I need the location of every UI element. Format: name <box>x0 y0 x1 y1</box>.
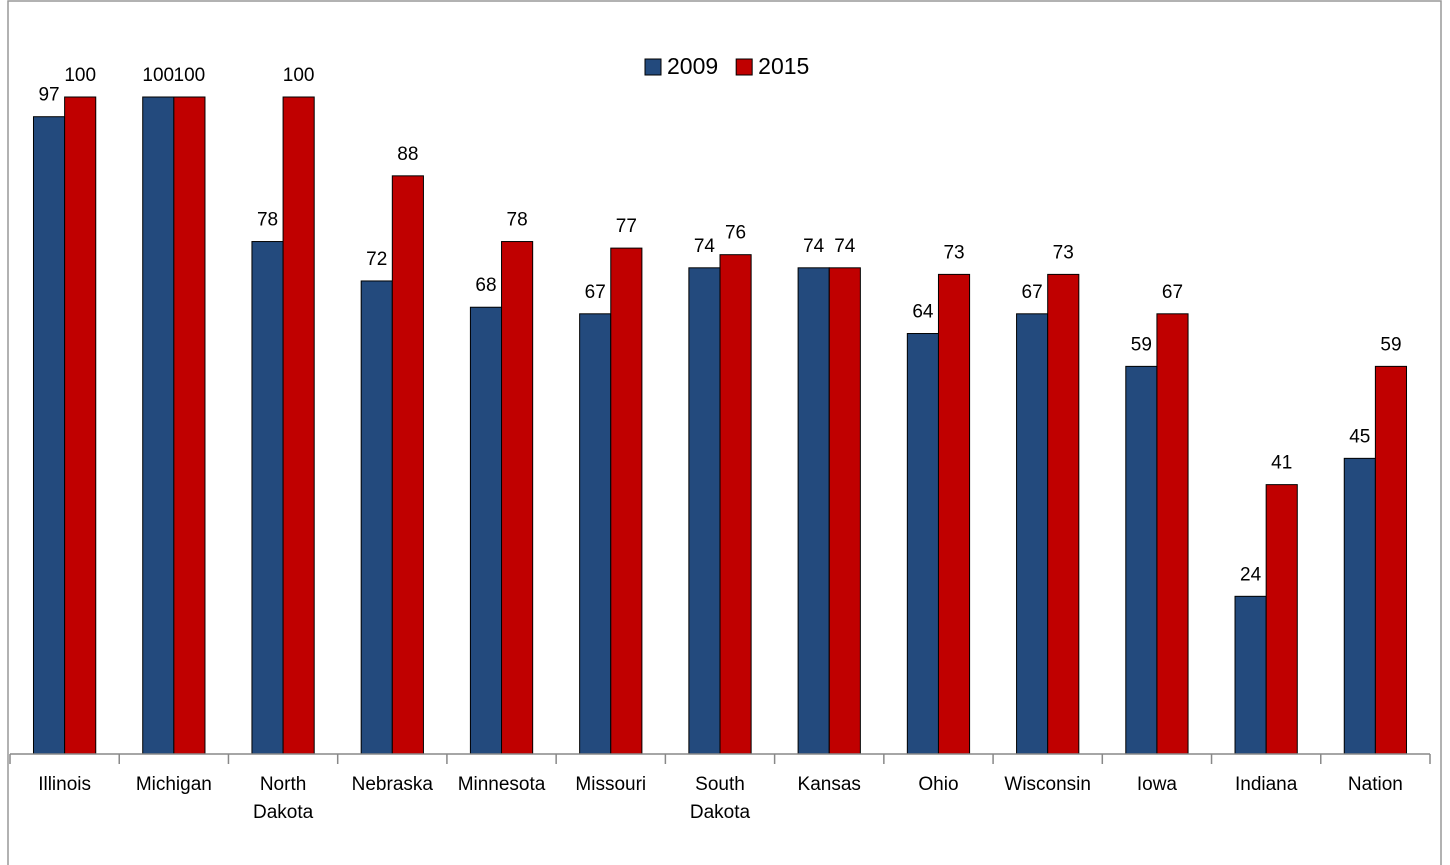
bar <box>1234 595 1267 755</box>
bar <box>1374 365 1408 755</box>
data-label: 68 <box>475 275 496 296</box>
data-label: 59 <box>1380 334 1401 355</box>
data-label: 74 <box>834 236 856 257</box>
bar <box>797 267 830 755</box>
data-label: 77 <box>616 216 637 237</box>
bar <box>610 247 643 755</box>
data-label: 74 <box>694 236 716 257</box>
data-label: 59 <box>1131 334 1152 355</box>
x-tick-label: Illinois <box>38 774 91 795</box>
bar <box>688 267 721 755</box>
bar <box>64 96 97 755</box>
bar <box>142 96 175 755</box>
bar <box>501 241 534 755</box>
bar <box>1016 313 1049 755</box>
bar <box>282 96 315 755</box>
bar <box>32 116 66 755</box>
bar <box>719 254 752 755</box>
bar <box>906 333 939 755</box>
data-label: 64 <box>912 302 934 323</box>
data-label: 73 <box>943 242 964 263</box>
data-label: 73 <box>1053 242 1074 263</box>
data-label: 67 <box>1162 282 1183 303</box>
x-tick-label: Nebraska <box>352 774 434 795</box>
data-label: 67 <box>585 282 606 303</box>
x-tick-label: Wisconsin <box>1004 774 1091 795</box>
data-label: 76 <box>725 223 746 244</box>
bar <box>1047 273 1080 755</box>
bar <box>937 273 971 755</box>
data-label: 100 <box>64 65 96 86</box>
legend-swatch <box>735 58 753 76</box>
bar <box>251 241 284 755</box>
x-tick-label: Kansas <box>798 774 861 795</box>
bar <box>360 280 393 755</box>
data-label: 72 <box>366 249 387 270</box>
bar <box>173 96 206 755</box>
bar <box>469 306 503 755</box>
bar <box>391 175 424 755</box>
x-tick-label: Minnesota <box>458 774 546 795</box>
bar <box>1125 365 1158 755</box>
data-label: 100 <box>174 65 206 86</box>
bar <box>828 267 861 755</box>
data-label: 67 <box>1022 282 1043 303</box>
data-label: 100 <box>283 65 315 86</box>
legend-label: 2009 <box>667 53 718 79</box>
data-label: 45 <box>1349 426 1370 447</box>
x-tick-label: Indiana <box>1235 774 1298 795</box>
bar <box>1343 457 1376 755</box>
x-tick-label: Iowa <box>1137 774 1178 795</box>
data-label: 24 <box>1240 564 1262 585</box>
data-label: 100 <box>142 65 174 86</box>
bar <box>579 313 612 755</box>
legend-label: 2015 <box>758 53 809 79</box>
x-tick-label: Missouri <box>575 774 646 795</box>
data-label: 78 <box>257 210 278 231</box>
data-label: 41 <box>1271 453 1292 474</box>
x-tick-label: North Dakota <box>253 774 314 823</box>
bar <box>1265 484 1298 755</box>
data-label: 88 <box>397 144 418 165</box>
x-tick-label: Michigan <box>136 774 212 795</box>
data-label: 97 <box>38 85 59 106</box>
data-label: 78 <box>507 210 528 231</box>
x-tick-label: South Dakota <box>690 774 751 823</box>
data-label: 74 <box>803 236 825 257</box>
x-tick-label: Ohio <box>918 774 958 795</box>
x-tick-label: Nation <box>1348 774 1403 795</box>
legend-swatch <box>644 58 662 76</box>
bar <box>1156 313 1189 755</box>
